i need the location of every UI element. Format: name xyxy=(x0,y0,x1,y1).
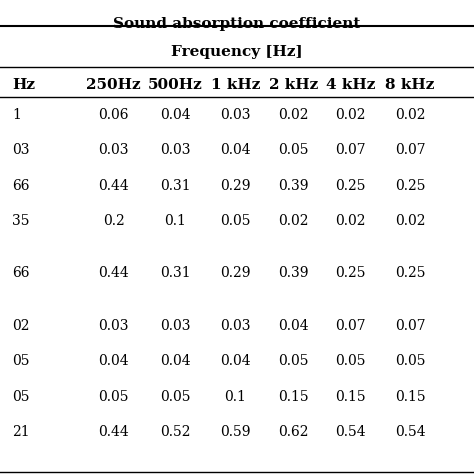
Text: Hz: Hz xyxy=(12,78,35,92)
Text: 0.04: 0.04 xyxy=(160,108,191,122)
Text: 0.04: 0.04 xyxy=(220,354,251,368)
Text: 0.03: 0.03 xyxy=(160,319,191,333)
Text: 0.25: 0.25 xyxy=(395,179,425,193)
Text: 0.02: 0.02 xyxy=(336,108,366,122)
Text: 0.44: 0.44 xyxy=(99,266,129,281)
Text: 0.31: 0.31 xyxy=(160,179,191,193)
Text: 21: 21 xyxy=(12,425,29,439)
Text: 0.15: 0.15 xyxy=(278,390,309,404)
Text: 0.1: 0.1 xyxy=(224,390,246,404)
Text: 2 kHz: 2 kHz xyxy=(269,78,318,92)
Text: 0.02: 0.02 xyxy=(395,108,425,122)
Text: 0.07: 0.07 xyxy=(395,319,425,333)
Text: 0.39: 0.39 xyxy=(278,266,309,281)
Text: 0.44: 0.44 xyxy=(99,425,129,439)
Text: 0.03: 0.03 xyxy=(160,143,191,157)
Text: 0.07: 0.07 xyxy=(336,143,366,157)
Text: 0.29: 0.29 xyxy=(220,179,251,193)
Text: 0.05: 0.05 xyxy=(160,390,191,404)
Text: 0.03: 0.03 xyxy=(99,319,129,333)
Text: 0.44: 0.44 xyxy=(99,179,129,193)
Text: 0.04: 0.04 xyxy=(160,354,191,368)
Text: 0.03: 0.03 xyxy=(220,319,251,333)
Text: 0.1: 0.1 xyxy=(164,214,186,228)
Text: 250Hz: 250Hz xyxy=(86,78,141,92)
Text: 0.54: 0.54 xyxy=(395,425,425,439)
Text: 0.39: 0.39 xyxy=(278,179,309,193)
Text: 0.02: 0.02 xyxy=(336,214,366,228)
Text: 0.31: 0.31 xyxy=(160,266,191,281)
Text: 8 kHz: 8 kHz xyxy=(385,78,435,92)
Text: 35: 35 xyxy=(12,214,29,228)
Text: 0.54: 0.54 xyxy=(336,425,366,439)
Text: 02: 02 xyxy=(12,319,29,333)
Text: 0.04: 0.04 xyxy=(278,319,309,333)
Text: 66: 66 xyxy=(12,266,29,281)
Text: 05: 05 xyxy=(12,390,29,404)
Text: 0.04: 0.04 xyxy=(220,143,251,157)
Text: 0.15: 0.15 xyxy=(336,390,366,404)
Text: 0.05: 0.05 xyxy=(220,214,251,228)
Text: 0.52: 0.52 xyxy=(160,425,191,439)
Text: 0.02: 0.02 xyxy=(395,214,425,228)
Text: 1: 1 xyxy=(12,108,21,122)
Text: 0.25: 0.25 xyxy=(336,179,366,193)
Text: 0.62: 0.62 xyxy=(278,425,309,439)
Text: 0.07: 0.07 xyxy=(395,143,425,157)
Text: 0.25: 0.25 xyxy=(336,266,366,281)
Text: 0.03: 0.03 xyxy=(99,143,129,157)
Text: 500Hz: 500Hz xyxy=(148,78,203,92)
Text: 1 kHz: 1 kHz xyxy=(210,78,260,92)
Text: 0.05: 0.05 xyxy=(278,143,309,157)
Text: 0.29: 0.29 xyxy=(220,266,251,281)
Text: 03: 03 xyxy=(12,143,29,157)
Text: 4 kHz: 4 kHz xyxy=(326,78,375,92)
Text: 0.02: 0.02 xyxy=(278,108,309,122)
Text: 0.59: 0.59 xyxy=(220,425,251,439)
Text: 0.05: 0.05 xyxy=(99,390,129,404)
Text: 0.25: 0.25 xyxy=(395,266,425,281)
Text: Frequency [Hz]: Frequency [Hz] xyxy=(171,45,303,59)
Text: 0.02: 0.02 xyxy=(278,214,309,228)
Text: 66: 66 xyxy=(12,179,29,193)
Text: 0.06: 0.06 xyxy=(99,108,129,122)
Text: Sound absorption coefficient: Sound absorption coefficient xyxy=(113,17,361,31)
Text: 0.04: 0.04 xyxy=(99,354,129,368)
Text: 0.2: 0.2 xyxy=(103,214,125,228)
Text: 0.15: 0.15 xyxy=(395,390,425,404)
Text: 05: 05 xyxy=(12,354,29,368)
Text: 0.03: 0.03 xyxy=(220,108,251,122)
Text: 0.05: 0.05 xyxy=(336,354,366,368)
Text: 0.05: 0.05 xyxy=(395,354,425,368)
Text: 0.05: 0.05 xyxy=(278,354,309,368)
Text: 0.07: 0.07 xyxy=(336,319,366,333)
